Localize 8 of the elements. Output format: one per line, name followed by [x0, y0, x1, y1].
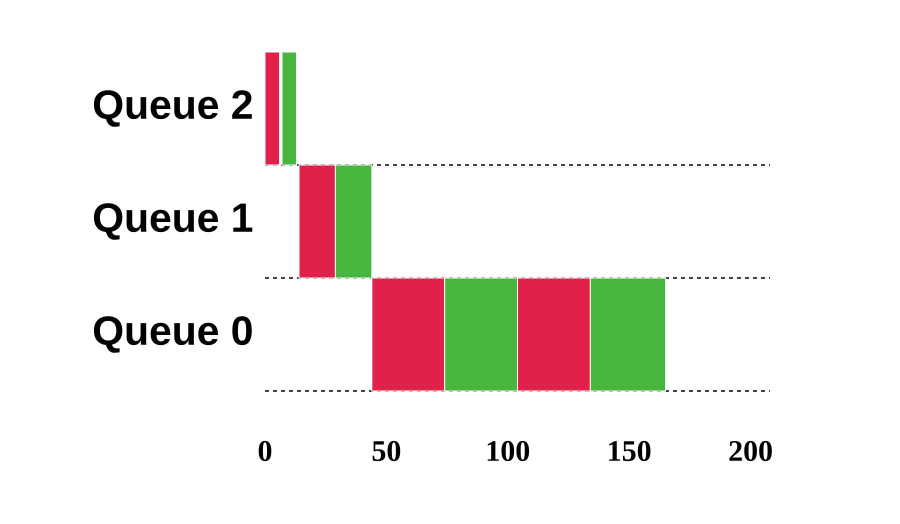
x-tick-label: 200 — [729, 440, 772, 462]
x-tick-label: 50 — [372, 440, 400, 462]
x-tick-label: 100 — [488, 440, 530, 462]
x-tick-label: 150 — [609, 440, 650, 462]
y-tick-label: Queue 2 — [94, 90, 252, 127]
y-tick-label: Queue 1 — [94, 203, 252, 240]
y-tick-label: Queue 0 — [94, 316, 252, 353]
x-tick-label: 0 — [258, 440, 272, 462]
